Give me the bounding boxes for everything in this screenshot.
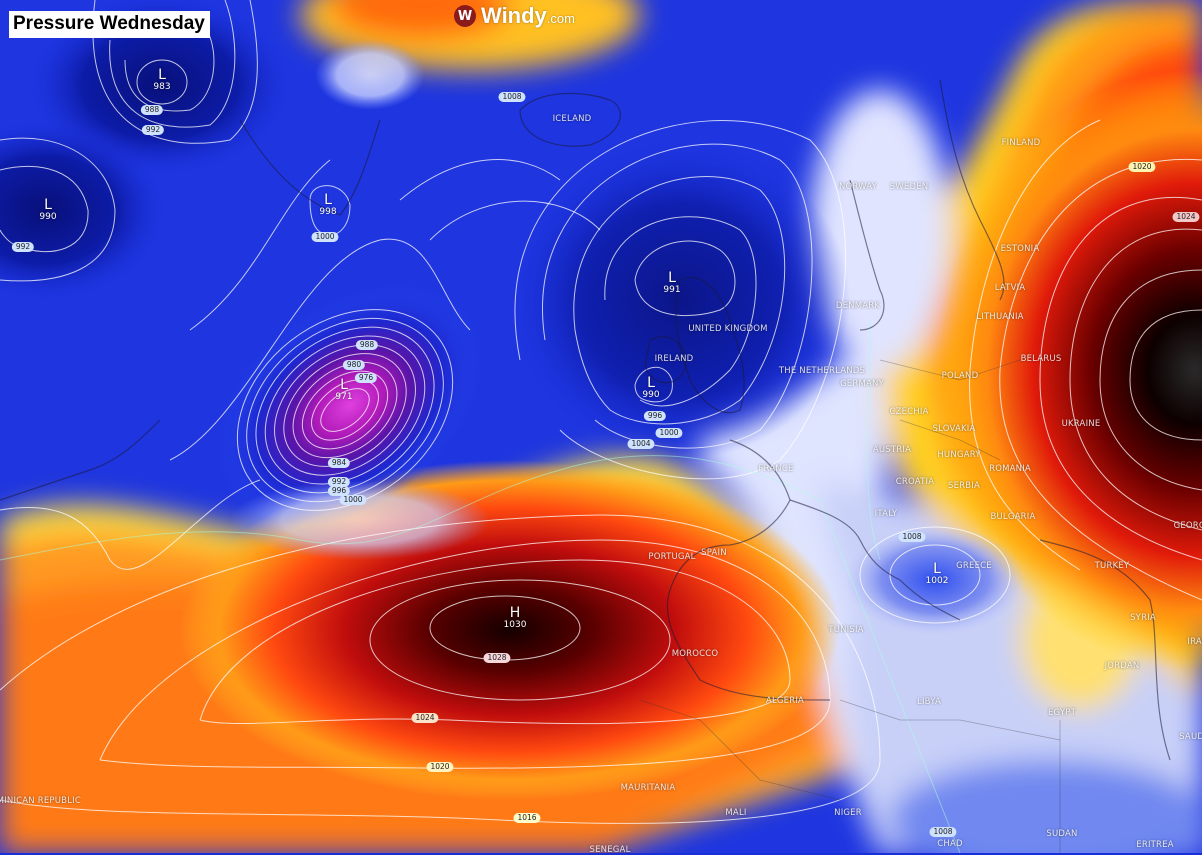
country-label: NORWAY [838, 182, 878, 192]
country-label: UKRAINE [1061, 419, 1101, 429]
country-label: LITHUANIA [976, 312, 1024, 322]
pressure-center-symbol: L [158, 67, 166, 83]
pressure-center-value: 990 [642, 390, 660, 400]
country-label: FINLAND [1001, 138, 1041, 148]
isobar-label: 992 [11, 242, 35, 252]
map-title: Pressure Wednesday [9, 11, 210, 38]
isobar-label: 996 [643, 411, 667, 421]
country-label: UNITED KINGDOM [688, 324, 768, 334]
country-label: ROMANIA [989, 464, 1031, 474]
isobar-label: 996 [327, 486, 351, 496]
country-label: DENMARK [835, 301, 881, 311]
isobar-label: 1024 [411, 713, 439, 723]
pressure-center-value: 983 [153, 82, 171, 92]
pressure-center-value: 1030 [503, 620, 527, 630]
country-label: SENEGAL [589, 845, 631, 855]
pressure-center-symbol: L [933, 561, 941, 577]
isobar-label: 1000 [311, 232, 339, 242]
pressure-center-symbol: L [668, 270, 676, 286]
isobar-label: 1008 [929, 827, 957, 837]
country-label: ITALY [874, 509, 898, 519]
country-label: BELARUS [1020, 354, 1062, 364]
country-label: IRELAND [654, 354, 694, 364]
isobar-label: 1004 [627, 439, 655, 449]
isobar-label: 1028 [483, 653, 511, 663]
isobar-label: 1024 [1172, 212, 1200, 222]
windy-logo-text: Windy.com [481, 3, 575, 28]
country-label: PORTUGAL [648, 552, 696, 562]
country-label: GEORGIA [1173, 521, 1202, 531]
isobar-label: 1000 [339, 495, 367, 505]
country-label: ERITREA [1136, 840, 1174, 850]
country-label: SUDAN [1046, 829, 1078, 839]
isobar-label: 1008 [498, 92, 526, 102]
isobar-label: 988 [355, 340, 379, 350]
windy-logo-icon: W [454, 5, 476, 27]
low-pressure-center: L 971 [335, 378, 352, 402]
country-label: CROATIA [895, 477, 935, 487]
country-label: MALI [725, 808, 747, 818]
country-label: NIGER [834, 808, 862, 818]
country-label: CZECHIA [889, 407, 929, 417]
country-label: ALGERIA [765, 696, 805, 706]
country-label: GREECE [956, 561, 992, 571]
country-label: TUNISIA [828, 625, 864, 635]
country-label: ESTONIA [1000, 244, 1040, 254]
country-label: HUNGARY [937, 450, 981, 460]
country-label: MAURITANIA [620, 783, 676, 793]
country-label: POLAND [941, 371, 979, 381]
country-label: JORDAN [1104, 661, 1140, 671]
country-label: CHAD [937, 839, 963, 849]
country-label: AUSTRIA [872, 445, 912, 455]
country-label: LATVIA [994, 283, 1026, 293]
country-label: ICELAND [552, 114, 592, 124]
isobar-label: 1020 [1128, 162, 1156, 172]
country-label: FRANCE [758, 464, 794, 474]
country-label: SPAIN [701, 548, 727, 558]
country-label: SERBIA [947, 481, 981, 491]
isobar-label: 1016 [513, 813, 541, 823]
country-label: IRAQ [1187, 637, 1202, 647]
pressure-center-value: 1002 [925, 576, 949, 586]
country-label: SWEDEN [889, 182, 929, 192]
country-label: BULGARIA [990, 512, 1036, 522]
country-label: GERMANY [840, 379, 884, 389]
country-label: SYRIA [1130, 613, 1156, 623]
pressure-center-value: 990 [39, 212, 57, 222]
pressure-center-value: 998 [319, 207, 337, 217]
country-label: TURKEY [1094, 561, 1130, 571]
isobar-label: 976 [354, 373, 378, 383]
low-pressure-center: L 1002 [926, 562, 949, 586]
low-pressure-center: L 998 [319, 193, 336, 217]
country-label: SLOVAKIA [932, 424, 976, 434]
country-label: LIBYA [917, 697, 941, 707]
low-pressure-center: L 991 [663, 271, 680, 295]
country-label: EGYPT [1047, 708, 1077, 718]
pressure-center-symbol: L [647, 375, 655, 391]
isobar-label: 1020 [426, 762, 454, 772]
isobar-label: 980 [342, 360, 366, 370]
windy-logo[interactable]: W Windy.com [454, 3, 575, 29]
low-pressure-center: L 990 [39, 198, 56, 222]
isobar-label: 992 [327, 477, 351, 487]
pressure-center-symbol: L [340, 377, 348, 393]
pressure-center-value: 991 [663, 285, 681, 295]
isobar-label: 984 [327, 458, 351, 468]
pressure-center-value: 971 [335, 392, 353, 402]
low-pressure-center: L 990 [642, 376, 659, 400]
high-pressure-center: H 1030 [504, 606, 527, 630]
low-pressure-center: L 983 [153, 68, 170, 92]
isobar-label: 1008 [898, 532, 926, 542]
isobar-label: 992 [141, 125, 165, 135]
pressure-center-symbol: H [509, 605, 521, 621]
pressure-center-symbol: L [44, 197, 52, 213]
isobar-label: 1000 [655, 428, 683, 438]
isobar-label: 988 [140, 105, 164, 115]
country-label: THE NETHERLANDS [778, 366, 866, 376]
country-label: DOMINICAN REPUBLIC [0, 796, 81, 806]
country-label: MOROCCO [671, 649, 719, 659]
pressure-center-symbol: L [324, 192, 332, 208]
